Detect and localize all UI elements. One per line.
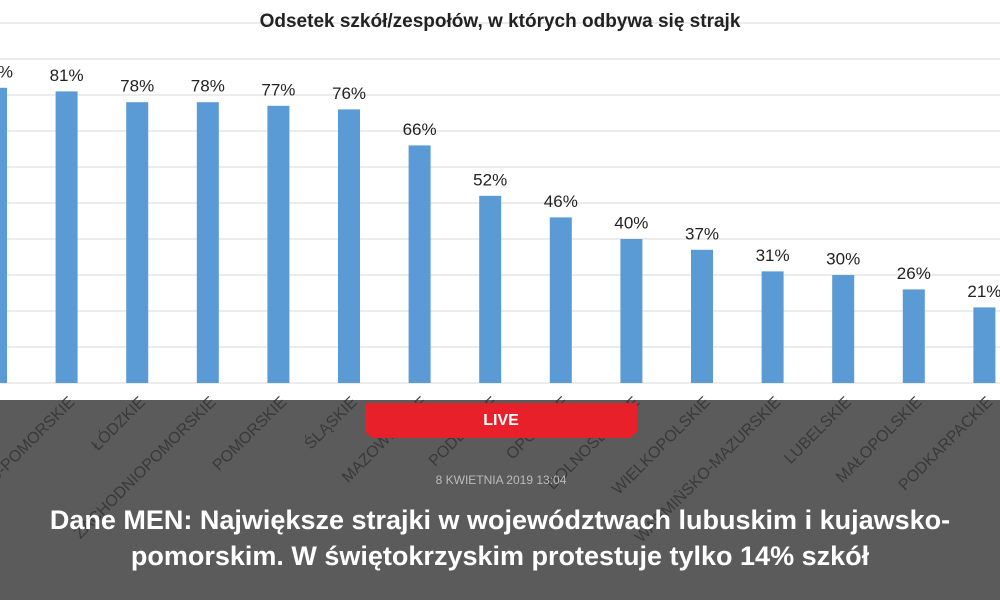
- value-label: 76%: [332, 84, 366, 103]
- value-label: 46%: [544, 192, 578, 211]
- bar: [691, 249, 713, 383]
- live-badge[interactable]: [365, 403, 637, 438]
- bar: [126, 102, 149, 383]
- date: 8 KWIETNIA 2019 13:04: [436, 473, 567, 487]
- bar: [479, 195, 502, 383]
- bar: [267, 105, 290, 384]
- bar: [620, 239, 643, 383]
- bar: [973, 307, 996, 383]
- value-label: 40%: [614, 213, 648, 232]
- bar: [761, 271, 784, 383]
- value-label: 37%: [685, 224, 719, 243]
- value-label: 78%: [191, 77, 225, 96]
- value-label: 52%: [473, 170, 507, 189]
- bar: [55, 91, 78, 384]
- bar: [408, 145, 431, 383]
- value-label: 21%: [967, 282, 1000, 301]
- value-label: 26%: [897, 264, 931, 283]
- live-text: LIVE: [483, 412, 519, 429]
- value-label: 30%: [826, 249, 860, 268]
- bar: [832, 275, 855, 383]
- bar: [549, 217, 572, 383]
- value-label: 78%: [120, 77, 154, 96]
- value-label: 31%: [756, 246, 790, 265]
- headline-line[interactable]: pomorskim. W świętokrzyskim protestuje t…: [131, 541, 870, 571]
- bar: [0, 87, 7, 384]
- value-label: 66%: [403, 120, 437, 139]
- bar: [902, 289, 925, 383]
- value-label: 77%: [261, 80, 295, 99]
- bar: [196, 102, 219, 383]
- bar: [338, 109, 360, 384]
- value-label: 81%: [50, 66, 84, 85]
- value-label: 82%: [0, 62, 13, 81]
- chart-title: Odsetek szkół/zespołów, w których odbywa…: [260, 11, 741, 32]
- headline-line[interactable]: Dane MEN: Największe strajki w województ…: [50, 505, 950, 535]
